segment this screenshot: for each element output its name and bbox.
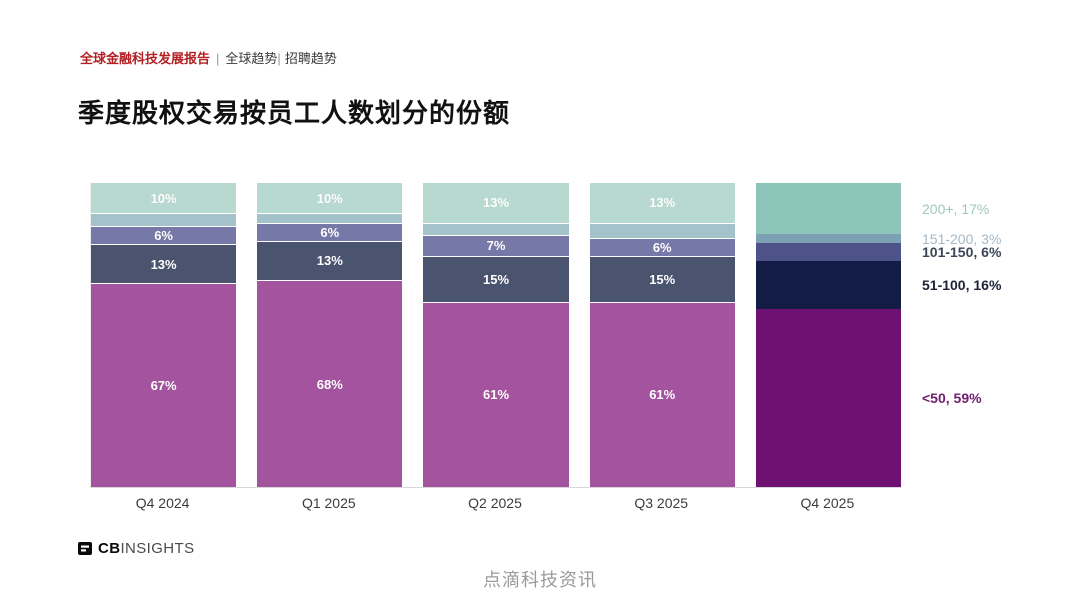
breadcrumb-separator: | — [277, 51, 281, 66]
bar-segment-51-100: 13% — [91, 243, 237, 284]
x-axis: Q4 2024 Q1 2025 Q2 2025 Q3 2025 Q4 2025 — [90, 495, 900, 511]
x-axis-label: Q3 2025 — [634, 495, 689, 511]
page-title: 季度股权交易按员工人数划分的份额 — [78, 98, 511, 129]
breadcrumb: 全球金融科技发展报告 | 全球趋势| 招聘趋势 — [80, 50, 337, 67]
bar-segment-<50: 61% — [423, 301, 569, 487]
tab-hiring-trends: 招聘趋势 — [284, 51, 337, 66]
bar-segment-200+: 10% — [257, 183, 403, 214]
x-axis-label: Q1 2025 — [301, 495, 356, 511]
cbinsights-logo-text: CBINSIGHTS — [98, 540, 195, 557]
plot-area: 10% 6% 13% 67% 10% 6% 13% 68% 13% 7% 15% 61% 13% 6% 15… — [90, 183, 902, 488]
segment-value-label: 6% — [320, 224, 340, 240]
segment-value-label: 68% — [316, 376, 343, 392]
tab-global-trends: 全球趋势 — [225, 51, 278, 66]
legend-item-200plus: 200+, 17% — [922, 200, 990, 217]
segment-value-label: 10% — [316, 190, 343, 206]
bar-segment-<50 — [755, 309, 902, 487]
report-title: 全球金融科技发展报告 — [80, 51, 211, 66]
bar-segment-101-150: 6% — [91, 225, 237, 244]
legend-item-151-200: 151-200, 3% — [922, 230, 1002, 247]
bar-segment-51-100: 15% — [589, 255, 735, 302]
bar-segment-151-200 — [257, 213, 403, 223]
bar-segment-151-200 — [91, 213, 237, 226]
bar-segment-<50: 61% — [589, 301, 735, 487]
segment-value-label: 10% — [150, 190, 177, 206]
cbinsights-logo-icon — [78, 542, 92, 555]
segment-value-label: 13% — [649, 195, 676, 211]
bar-q3-2025: 13% 6% 15% 61% — [589, 183, 735, 487]
segment-value-label: 15% — [649, 271, 676, 287]
segment-value-label: 61% — [482, 387, 510, 403]
bar-segment-51-100 — [755, 261, 902, 310]
bar-segment-151-200 — [589, 222, 735, 238]
bar-segment-51-100: 13% — [257, 240, 403, 281]
watermark-text: 点滴科技资讯 — [483, 570, 597, 590]
segment-value-label: 61% — [649, 387, 676, 403]
bar-q1-2025: 10% 6% 13% 68% — [257, 183, 403, 487]
bar-segment-101-150: 6% — [589, 237, 735, 256]
legend-item-101-150: 101-150, 6% — [922, 244, 1002, 261]
bar-segment-200+: 10% — [91, 183, 237, 214]
cbinsights-logo: CBINSIGHTS — [78, 540, 195, 557]
bar-segment-101-150 — [755, 243, 902, 262]
legend-item-51-100: 51-100, 16% — [922, 277, 1002, 294]
bar-segment-101-150: 7% — [423, 234, 569, 256]
bar-segment-200+ — [755, 183, 902, 235]
segment-value-label: 13% — [482, 195, 510, 211]
legend-item-under50: <50, 59% — [922, 390, 982, 407]
bar-segment-151-200 — [423, 222, 569, 235]
x-axis-label: Q4 2024 — [135, 495, 190, 511]
segment-value-label: 7% — [486, 238, 506, 254]
bar-q4-2025 — [755, 183, 902, 487]
bar-segment-51-100: 15% — [423, 255, 569, 302]
x-axis-label: Q4 2025 — [800, 495, 855, 511]
bar-q2-2025: 13% 7% 15% 61% — [423, 183, 569, 487]
segment-value-label: 6% — [154, 227, 173, 243]
segment-value-label: 13% — [150, 256, 177, 272]
x-axis-label: Q2 2025 — [468, 495, 522, 511]
segment-value-label: 67% — [150, 378, 177, 394]
bar-segment-200+: 13% — [589, 183, 735, 223]
chart-legend: 200+, 17% 151-200, 3% 101-150, 6% 51-100… — [922, 183, 1078, 487]
segment-value-label: 6% — [652, 239, 672, 255]
bar-segment-200+: 13% — [423, 183, 569, 223]
breadcrumb-separator: | — [216, 51, 220, 66]
bar-segment-151-200 — [755, 234, 902, 244]
bar-segment-<50: 67% — [91, 283, 237, 487]
segment-value-label: 15% — [482, 271, 510, 287]
bar-segment-101-150: 6% — [257, 222, 403, 241]
bar-q4-2024: 10% 6% 13% 67% — [91, 183, 237, 487]
segment-value-label: 13% — [316, 253, 343, 269]
bar-segment-<50: 68% — [257, 280, 403, 487]
